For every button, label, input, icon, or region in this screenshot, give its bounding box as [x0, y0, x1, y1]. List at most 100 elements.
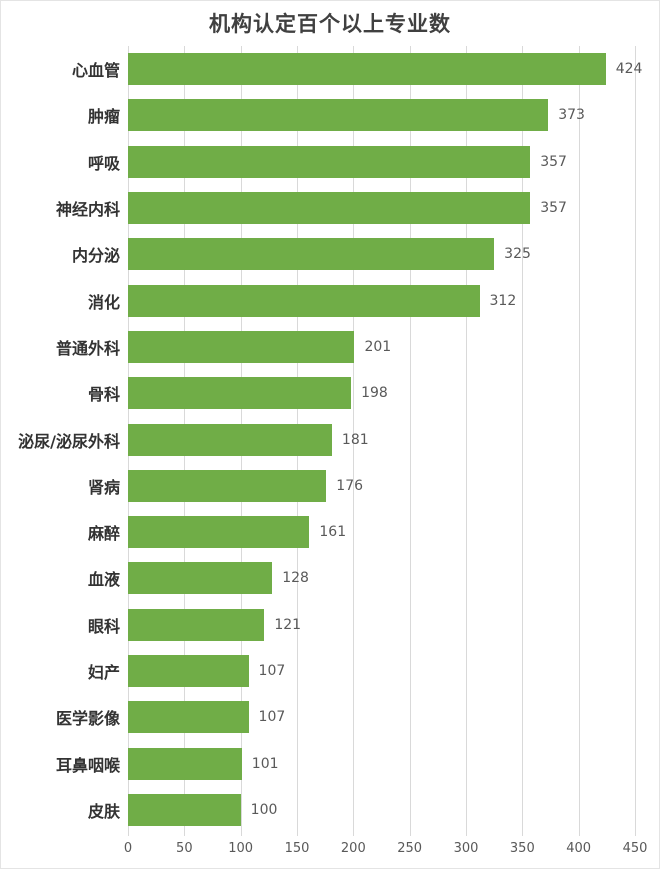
value-label: 312: [489, 292, 517, 309]
bar-rows-container: 心血管 424 肿瘤 373 呼吸 357 神经内科 357 内分泌 325 消化 312 普通外科 20…: [1, 46, 659, 833]
bar-row: 内分泌 325: [1, 231, 659, 277]
gridline: [409, 46, 411, 836]
bar: [128, 377, 352, 410]
gridline: [466, 46, 467, 836]
bar: [128, 145, 531, 178]
category-label: 耳鼻咽喉: [55, 755, 120, 775]
bar-row: 肾病 176: [1, 463, 659, 509]
category-label: 消化: [87, 292, 120, 312]
bar-track: 357: [128, 139, 635, 185]
value-label: 128: [282, 570, 309, 587]
bar: [128, 701, 249, 734]
value-label: 181: [341, 431, 369, 448]
gridline: [635, 46, 636, 836]
bar-track: 424: [128, 46, 642, 92]
bar-track: 101: [128, 740, 635, 786]
bar-row: 眼科 121: [1, 602, 659, 648]
x-tick-label: 450: [622, 841, 648, 856]
bar-row: 麻醉 161: [1, 509, 659, 555]
bar: [128, 330, 355, 363]
bar-row: 耳鼻咽喉 101: [1, 740, 659, 786]
bar: [128, 423, 332, 456]
bar-row: 妇产 107: [1, 648, 659, 694]
bar-track: 107: [128, 648, 635, 694]
value-label: 176: [336, 477, 364, 494]
bar-row: 肿瘤 373: [1, 92, 659, 138]
value-label: 100: [250, 801, 278, 818]
bar-row: 泌尿/泌尿外科 181: [1, 416, 659, 462]
x-tick-label: 350: [509, 841, 535, 856]
x-tick-label: 0: [123, 841, 133, 856]
value-label: 201: [364, 338, 392, 355]
bar-row: 神经内科 357: [1, 185, 659, 231]
bar: [128, 53, 606, 86]
bar-track: 201: [128, 324, 635, 370]
x-tick-label: 150: [284, 841, 310, 856]
category-label: 骨科: [87, 385, 120, 405]
bar-track: 373: [128, 92, 635, 138]
x-tick-label: 250: [397, 841, 423, 856]
bar-track: 121: [128, 602, 635, 648]
bar: [128, 284, 480, 317]
bar: [128, 793, 241, 826]
category-label: 眼科: [87, 616, 120, 636]
value-label: 357: [540, 200, 567, 217]
bar-row: 呼吸 357: [1, 139, 659, 185]
bar-track: 357: [128, 185, 635, 231]
bar-row: 骨科 198: [1, 370, 659, 416]
bar: [128, 562, 273, 595]
bar: [128, 469, 327, 502]
x-tick-label: 50: [176, 841, 193, 856]
value-label: 198: [361, 385, 388, 402]
value-label: 121: [274, 616, 302, 633]
x-tick-label: 400: [566, 841, 592, 856]
value-label: 161: [319, 524, 347, 541]
category-label: 呼吸: [87, 153, 120, 173]
bar-row: 普通外科 201: [1, 324, 659, 370]
bar-row: 医学影像 107: [1, 694, 659, 740]
value-label: 357: [540, 153, 567, 170]
category-label: 麻醉: [87, 524, 120, 544]
category-label: 普通外科: [55, 338, 120, 358]
category-label: 肾病: [87, 477, 120, 497]
x-axis: 0 50 100 150 200 250 300 350 400 450: [124, 841, 648, 861]
x-tick-label: 100: [228, 841, 254, 856]
bar-track: 312: [128, 277, 635, 323]
x-tick-label: 300: [453, 841, 479, 856]
chart-title: 机构认定百个以上专业数: [209, 12, 451, 36]
value-label: 107: [258, 663, 286, 679]
bar-track: 100: [128, 787, 635, 833]
category-label: 泌尿/泌尿外科: [18, 431, 120, 451]
bar: [128, 238, 495, 271]
bar-track: 198: [128, 370, 635, 416]
bar-track: 128: [128, 555, 635, 601]
category-label: 肿瘤: [87, 107, 120, 127]
category-label: 内分泌: [71, 246, 120, 266]
category-label: 血液: [87, 570, 120, 590]
bar-row: 心血管 424: [1, 46, 659, 92]
value-label: 107: [258, 709, 286, 726]
x-tick-label: 200: [340, 841, 366, 856]
bar-track: 161: [128, 509, 635, 555]
bar: [128, 747, 242, 780]
category-label: 皮肤: [87, 801, 120, 821]
value-label: 101: [251, 755, 279, 772]
category-label: 妇产: [87, 663, 120, 682]
bar: [128, 608, 265, 641]
bar-track: 107: [128, 694, 635, 740]
bar-row: 消化 312: [1, 277, 659, 323]
category-label: 神经内科: [55, 200, 120, 220]
bar-track: 176: [128, 463, 635, 509]
category-label: 心血管: [71, 61, 120, 81]
bar: [128, 192, 531, 225]
value-label: 424: [615, 61, 643, 78]
bar-row: 血液 128: [1, 555, 659, 601]
gridline: [578, 46, 580, 836]
bar-track: 325: [128, 231, 635, 277]
gridline: [522, 46, 524, 836]
bar: [128, 655, 249, 687]
bar-track: 181: [128, 416, 635, 462]
bar: [128, 99, 549, 132]
value-label: 373: [558, 107, 585, 124]
